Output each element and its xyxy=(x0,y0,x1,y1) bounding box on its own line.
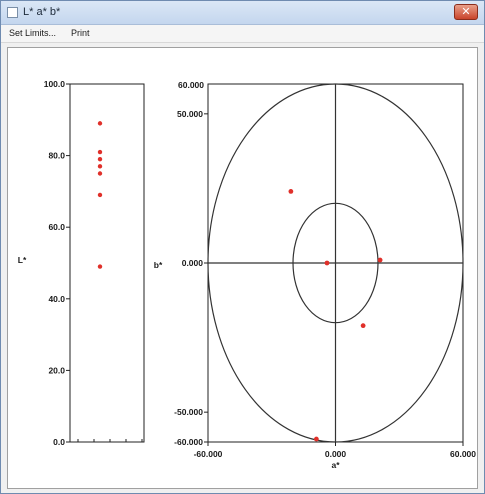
l-data-point xyxy=(97,171,103,176)
plot-area: 0.0 20.0 40.0 60.0 80.0 100.0 L* 60.000 50.000 0.… xyxy=(7,47,478,489)
l-y-tick-label: 40.0 xyxy=(48,294,65,304)
menu-print[interactable]: Print xyxy=(71,28,90,38)
l-data-point xyxy=(97,264,103,269)
l-data-point xyxy=(97,149,103,155)
l-y-tick-label: 20.0 xyxy=(48,365,65,375)
l-y-tick-label: 0.0 xyxy=(53,437,65,447)
charts-canvas: 0.0 20.0 40.0 60.0 80.0 100.0 L* 60.000 50.000 0.… xyxy=(18,79,477,470)
l-data-point xyxy=(97,192,103,198)
ab-x-axis-label: a* xyxy=(331,460,340,470)
window-title: L* a* b* xyxy=(23,6,61,18)
l-data-point xyxy=(97,121,103,126)
ab-y-tick-label: 0.000 xyxy=(182,258,204,268)
l-y-tick-label: 100.0 xyxy=(44,79,66,89)
ab-x-tick-label: 0.000 xyxy=(325,449,347,459)
ab-x-tick-label: -60.000 xyxy=(194,449,223,459)
close-button[interactable]: ✕ xyxy=(454,4,478,20)
menu-bar: Set Limits... Print xyxy=(1,25,484,43)
ab-y-tick-label: -50.000 xyxy=(174,407,203,417)
ab-x-tick-label: 60.000 xyxy=(450,449,476,459)
l-y-tick-label: 80.0 xyxy=(48,151,65,161)
l-data-point xyxy=(97,156,103,162)
ab-data-point xyxy=(360,323,366,329)
app-icon xyxy=(7,7,18,18)
l-y-tick-label: 60.0 xyxy=(48,222,65,232)
l-data-point xyxy=(97,164,103,169)
ab-data-point xyxy=(377,257,383,263)
ab-y-axis-label: b* xyxy=(154,260,163,270)
title-bar[interactable]: L* a* b* ✕ xyxy=(1,1,484,25)
l-plot-frame xyxy=(69,83,145,443)
l-axis-label: L* xyxy=(18,255,27,265)
ab-data-point xyxy=(313,436,319,442)
ab-data-point xyxy=(324,260,330,266)
ab-data-point xyxy=(288,189,294,194)
ab-y-tick-label: -60.000 xyxy=(174,437,203,447)
menu-set-limits[interactable]: Set Limits... xyxy=(9,28,57,38)
ab-y-tick-label: 50.000 xyxy=(177,109,203,119)
ab-y-tick-label: 60.000 xyxy=(178,80,204,90)
